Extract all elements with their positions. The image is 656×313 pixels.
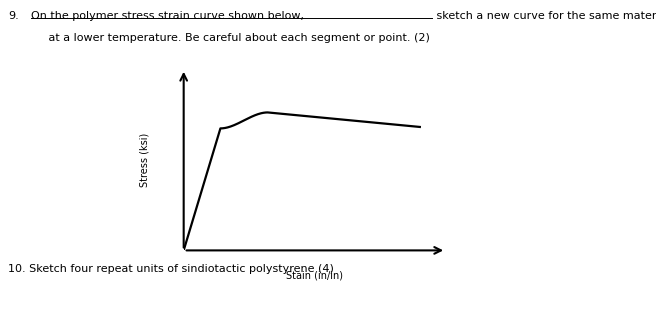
Text: Stain (in/in): Stain (in/in) [287, 271, 343, 281]
Text: at a lower temperature. Be careful about each segment or point. (2): at a lower temperature. Be careful about… [31, 33, 430, 44]
Text: 9.: 9. [8, 11, 18, 21]
Text: On the polymer stress strain curve shown below,: On the polymer stress strain curve shown… [31, 11, 304, 21]
Text: 10. Sketch four repeat units of sindiotactic polystyrene (4): 10. Sketch four repeat units of sindiota… [8, 264, 334, 275]
Text: Stress (ksi): Stress (ksi) [139, 132, 150, 187]
Text: sketch a new curve for the same material if it is tested: sketch a new curve for the same material… [433, 11, 656, 21]
